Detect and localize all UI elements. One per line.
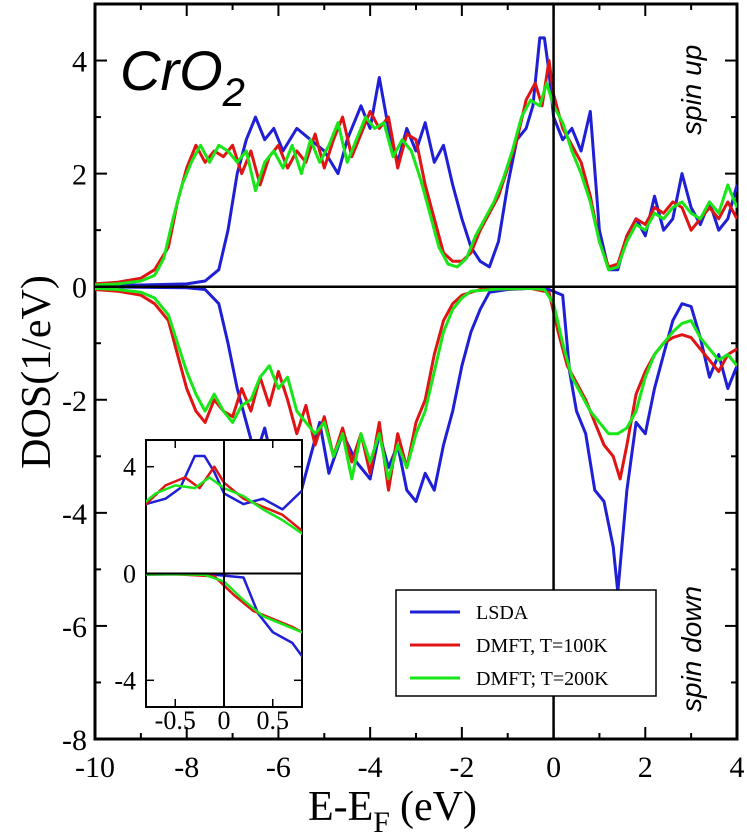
y-tick-label: -6 bbox=[62, 611, 87, 644]
inset-x-tick-label: 0.5 bbox=[257, 706, 290, 735]
y-axis-title: DOS(1/eV) bbox=[14, 275, 60, 469]
inset-x-tick-label: 0 bbox=[218, 706, 231, 735]
x-tick-label: -6 bbox=[266, 751, 291, 784]
y-tick-label: -8 bbox=[62, 724, 87, 757]
y-tick-label: -2 bbox=[62, 385, 87, 418]
series-lsda-spin-up bbox=[95, 36, 737, 288]
x-tick-label: 2 bbox=[638, 751, 653, 784]
inset-y-tick-label: 0 bbox=[123, 560, 136, 589]
inset-zero-lines bbox=[146, 440, 302, 707]
legend-label-dmft-t-200k: DMFT; T=200K bbox=[476, 668, 609, 690]
y-tick-label: 0 bbox=[72, 272, 87, 305]
title-subscript: 2 bbox=[222, 71, 245, 115]
inset-x-tick-label: -0.5 bbox=[155, 706, 196, 735]
series-dmft-t-200k-spin-down bbox=[95, 286, 737, 481]
x-tick-label: 4 bbox=[730, 751, 745, 784]
x-axis-title-main: E-E bbox=[308, 784, 373, 830]
spin-down-label: spin down bbox=[676, 586, 707, 712]
x-tick-label: 0 bbox=[546, 751, 561, 784]
x-tick-label: -10 bbox=[75, 751, 115, 784]
inset-y-tick-label: -4 bbox=[114, 666, 136, 695]
inset-ticks: -0.5 0 0.5 -4 0 4 bbox=[114, 440, 302, 735]
x-tick-label: -4 bbox=[358, 751, 383, 784]
series-dmft-t-200k-spin-up bbox=[95, 81, 737, 287]
plot-title: CrO2 bbox=[120, 39, 245, 115]
x-axis-title-unit: (eV) bbox=[400, 784, 477, 830]
series-dmft-t-100k-spin-up bbox=[95, 59, 737, 286]
y-tick-label: 2 bbox=[72, 159, 87, 192]
x-tick-label: -8 bbox=[174, 751, 199, 784]
legend-label-lsda: LSDA bbox=[476, 602, 529, 624]
x-axis-title-subscript: F bbox=[373, 806, 390, 839]
spin-up-label: spin up bbox=[676, 45, 707, 135]
inset-y-tick-label: 4 bbox=[123, 453, 136, 482]
y-tick-label: 4 bbox=[72, 46, 87, 79]
legend-label-dmft-t-100k: DMFT, T=100K bbox=[476, 635, 608, 657]
x-axis-title: E-EF (eV) bbox=[308, 784, 477, 839]
x-tick-label: -2 bbox=[449, 751, 474, 784]
y-tick-label: -4 bbox=[62, 498, 87, 531]
title-main: CrO bbox=[120, 39, 223, 102]
legend: LSDA DMFT, T=100K DMFT; T=200K bbox=[395, 589, 657, 697]
